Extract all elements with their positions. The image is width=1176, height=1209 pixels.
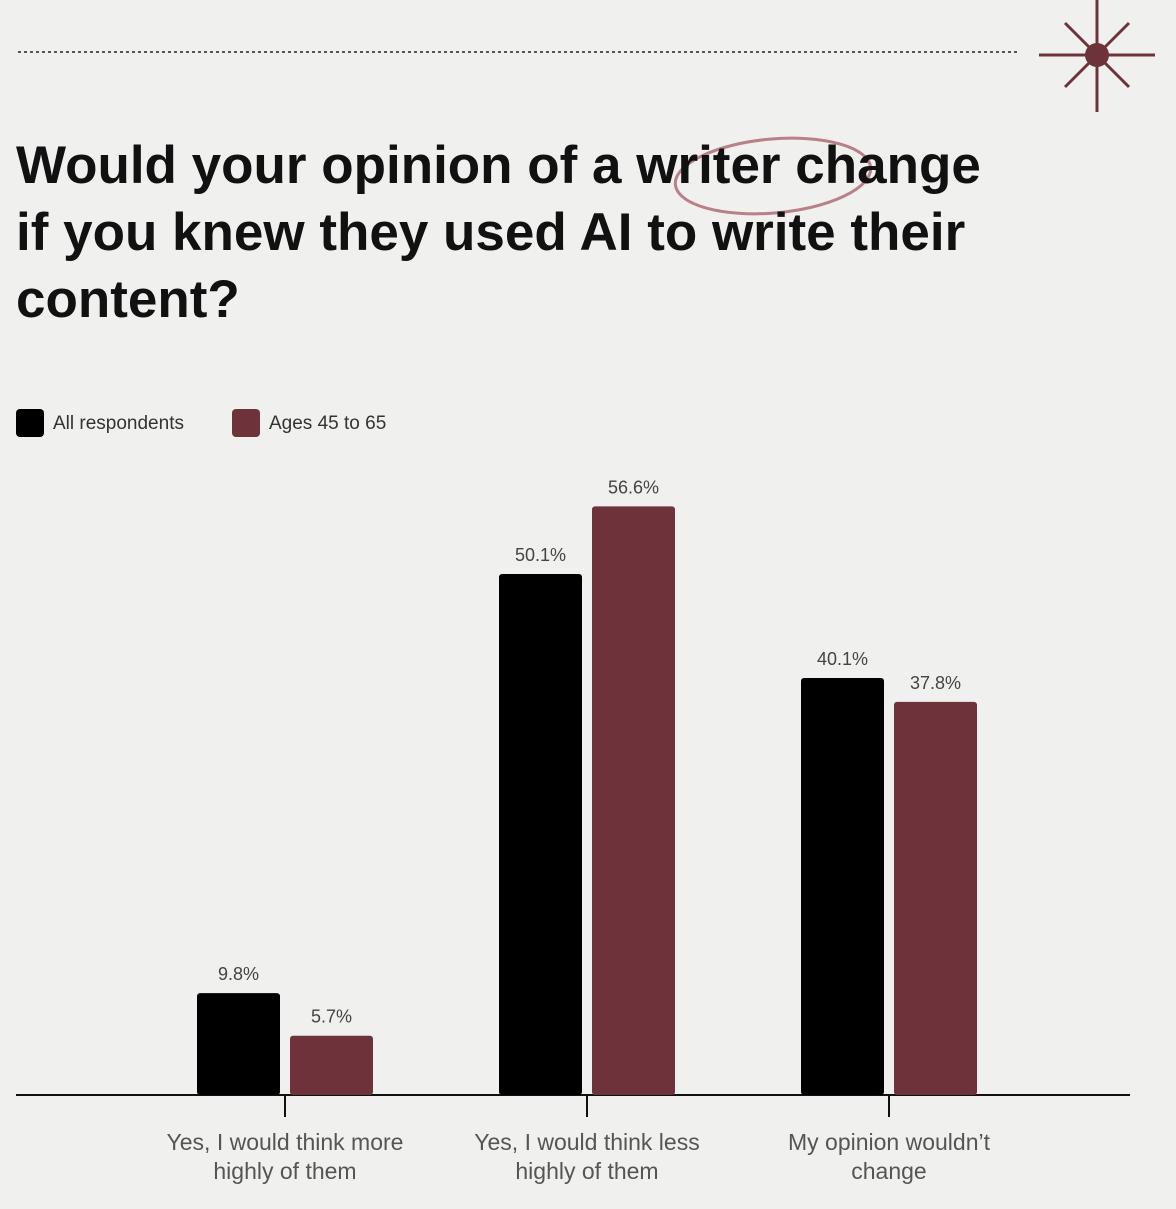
x-tick-label: Yes, I would think less highly of them	[474, 1129, 700, 1184]
x-tick-label: My opinion wouldn’t change	[787, 1129, 990, 1184]
chart-title: Would your opinion of a writer change if…	[16, 136, 981, 329]
data-label: 50.1%	[515, 545, 566, 565]
data-label: 5.7%	[311, 1007, 352, 1027]
bar	[499, 573, 582, 1095]
bar	[894, 701, 977, 1095]
highlight-circle	[673, 136, 873, 216]
data-label: 56.6%	[608, 477, 659, 497]
bar	[197, 993, 280, 1095]
bar	[290, 1035, 373, 1095]
x-tick-label: Yes, I would think more highly of them	[166, 1129, 404, 1184]
bar	[592, 506, 675, 1095]
legend-label: Ages 45 to 65	[269, 413, 387, 434]
legend-swatch	[232, 409, 260, 437]
data-label: 9.8%	[218, 964, 259, 984]
star-ornament	[1039, 0, 1155, 112]
bar	[801, 677, 884, 1095]
legend-swatch	[16, 409, 44, 437]
data-label: 37.8%	[910, 673, 961, 693]
data-label: 40.1%	[817, 649, 868, 669]
legend-label: All respondents	[53, 413, 184, 434]
